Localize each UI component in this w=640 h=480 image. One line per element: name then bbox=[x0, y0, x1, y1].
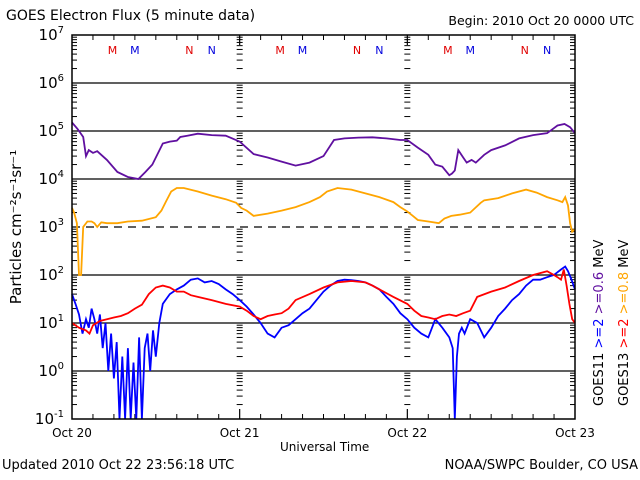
series-line bbox=[71, 121, 576, 180]
y-tick-label: 101 bbox=[39, 313, 64, 332]
y-tick-label: 105 bbox=[39, 121, 64, 140]
mn-marker: M bbox=[298, 44, 308, 57]
y-tick-labels: 107 106 105 104 103 102 101 100 10-1 bbox=[35, 25, 64, 428]
updated-timestamp: Updated 2010 Oct 22 23:56:18 UTC bbox=[2, 458, 235, 473]
mn-marker: N bbox=[375, 44, 383, 57]
y-tick-label: 100 bbox=[39, 361, 64, 380]
legend-entry: GOES11 >=2 >=0.6 MeV bbox=[592, 240, 607, 406]
mn-marker: N bbox=[521, 44, 529, 57]
y-tick-label: 103 bbox=[39, 217, 64, 236]
series-line bbox=[71, 269, 576, 336]
y-tick-label: 102 bbox=[39, 265, 64, 284]
mn-marker: M bbox=[465, 44, 475, 57]
x-tick-label: Oct 23 bbox=[555, 426, 595, 440]
x-tick-label: Oct 22 bbox=[387, 426, 427, 440]
x-tick-labels: Oct 20 Oct 21 Oct 22 Oct 23 bbox=[52, 426, 595, 440]
legend-entry: GOES13 >=2 >=0.8 MeV bbox=[617, 240, 632, 406]
grid-lines bbox=[72, 82, 575, 372]
legend: GOES11 >=2 >=0.6 MeV GOES13 >=2 >=0.8 MeV bbox=[592, 240, 632, 406]
mn-marker: M bbox=[130, 44, 140, 57]
begin-time: Begin: 2010 Oct 20 0000 UTC bbox=[448, 13, 634, 28]
mn-marker: M bbox=[275, 44, 285, 57]
mn-marker: M bbox=[443, 44, 453, 57]
minor-ticks bbox=[72, 35, 575, 419]
x-tick-label: Oct 21 bbox=[220, 426, 260, 440]
y-axis-label: Particles cm⁻²s⁻¹sr⁻¹ bbox=[7, 150, 25, 304]
plot-frame bbox=[71, 34, 576, 420]
y-tick-label: 106 bbox=[39, 73, 64, 92]
series-line bbox=[71, 187, 576, 276]
x-axis-label: Universal Time bbox=[280, 440, 370, 454]
y-tick-label: 107 bbox=[39, 25, 64, 44]
mn-marker: N bbox=[353, 44, 361, 57]
mn-marker: N bbox=[208, 44, 216, 57]
mn-marker: N bbox=[543, 44, 551, 57]
y-tick-label: 104 bbox=[39, 169, 64, 188]
mn-marker: M bbox=[108, 44, 118, 57]
series-group bbox=[71, 121, 576, 420]
mn-marker: N bbox=[185, 44, 193, 57]
credit-text: NOAA/SWPC Boulder, CO USA bbox=[444, 458, 638, 473]
y-tick-label: 10-1 bbox=[35, 409, 64, 428]
chart-title: GOES Electron Flux (5 minute data) bbox=[6, 8, 256, 24]
x-tick-label: Oct 20 bbox=[52, 426, 92, 440]
